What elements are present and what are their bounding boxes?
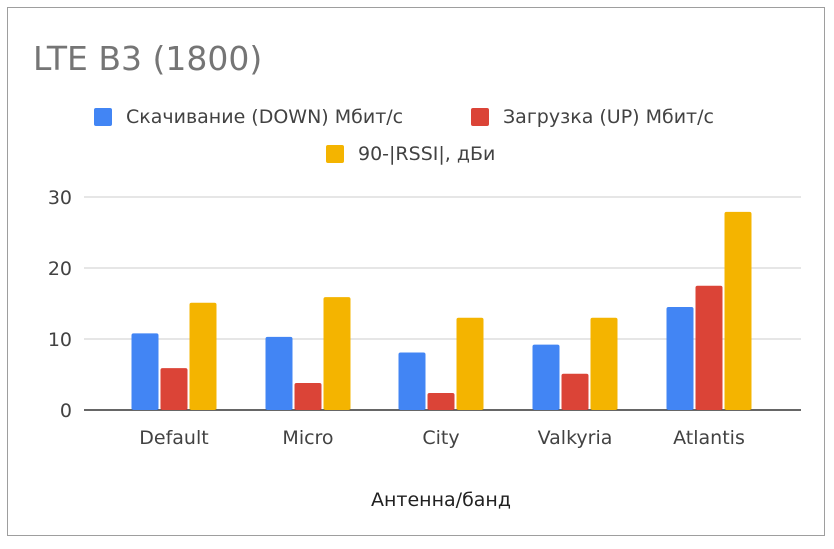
legend-item-down: Скачивание (DOWN) Мбит/с [94,106,403,128]
y-tick-label: 20 [48,258,72,280]
bar-down-city [398,352,426,410]
bar-rssi-micro [323,297,351,410]
bar-up-valkyria [561,373,589,410]
bar-up-city [427,392,455,410]
bar-up-default [160,368,188,410]
bar-down-micro [265,336,293,410]
legend-label-rssi: 90-|RSSI|, дБи [358,143,496,165]
bar-up-micro [294,383,322,410]
chart-frame [7,7,825,536]
x-axis-title: Антенна/банд [371,489,511,511]
legend-item-rssi: 90-|RSSI|, дБи [326,143,495,165]
bar-down-atlantis [666,307,694,410]
x-tick-label: City [422,427,459,449]
y-tick-label: 30 [48,187,72,209]
bar-rssi-default [189,302,217,410]
legend-label-up: Загрузка (UP) Мбит/с [503,106,714,128]
legend-item-up: Загрузка (UP) Мбит/с [471,106,714,128]
legend-swatch-rssi [326,145,344,163]
x-tick-label: Valkyria [538,427,613,449]
bar-up-atlantis [695,285,723,410]
y-tick-label: 10 [48,329,72,351]
chart-title: LTE B3 (1800) [33,39,263,78]
y-tick-label: 0 [60,400,72,422]
x-tick-label: Atlantis [673,427,745,449]
x-tick-label: Default [139,427,208,449]
legend-swatch-down [94,108,112,126]
x-tick-label: Micro [282,427,333,449]
legend-swatch-up [471,108,489,126]
bar-down-default [131,333,159,410]
bar-rssi-city [456,317,484,410]
bar-rssi-atlantis [724,211,752,410]
legend-label-down: Скачивание (DOWN) Мбит/с [126,106,404,128]
bar-rssi-valkyria [590,317,618,410]
bar-down-valkyria [532,344,560,410]
